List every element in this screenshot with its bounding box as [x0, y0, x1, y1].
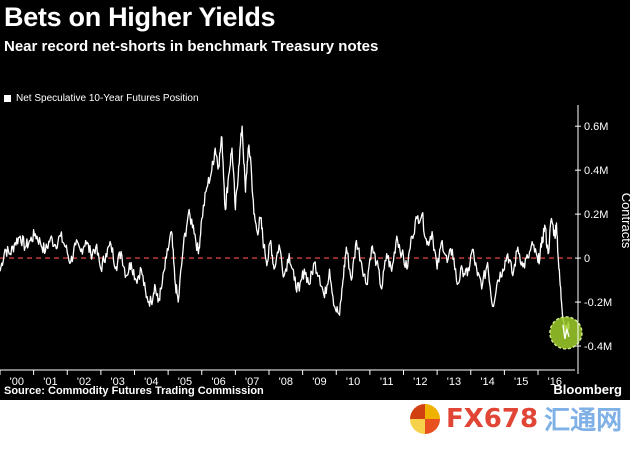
x-tick-label: '14 — [480, 376, 494, 388]
series-layer — [0, 125, 570, 336]
legend-label: Net Speculative 10-Year Futures Position — [16, 93, 199, 104]
watermark-cn-text: 汇通网 — [544, 406, 623, 436]
x-tick-label: '06 — [211, 376, 225, 388]
x-tick-label: '07 — [245, 376, 259, 388]
x-tick-label: '13 — [447, 376, 461, 388]
watermark-logo-icon — [410, 403, 440, 434]
y-tick-label: 0.4M — [584, 165, 608, 177]
highlight-series-segment — [562, 324, 570, 339]
watermark: FX678 汇通网 — [410, 400, 622, 437]
x-tick-label: '15 — [514, 376, 528, 388]
series-line-0 — [0, 125, 570, 336]
x-tick-label: '12 — [413, 376, 427, 388]
y-axis: -0.4M -0.2M 0 0.2M 0.4M 0.6M Contracts — [575, 105, 630, 374]
y-tick-label: 0 — [584, 253, 590, 265]
y-axis-title: Contracts — [619, 193, 630, 249]
watermark-fx-text: FX678 — [446, 403, 539, 434]
x-tick-label: '09 — [312, 376, 326, 388]
legend-swatch — [4, 95, 11, 102]
chart-panel — [0, 0, 630, 400]
x-tick-label: '04 — [144, 376, 158, 388]
y-tick-label: 0.2M — [584, 209, 608, 221]
y-tick-label: -0.4M — [584, 341, 612, 353]
x-axis: '00 '01 '02 '03 '04 '05 '06 '07 '08 '09 '10 '11 '12 '… — [0, 369, 575, 388]
chart-subtitle: Near record net-shorts in benchmark Trea… — [4, 38, 379, 55]
x-tick-label: '01 — [43, 376, 57, 388]
x-tick-label: '03 — [111, 376, 125, 388]
brand-logo: Bloomberg — [553, 382, 622, 397]
x-tick-label: '00 — [10, 376, 24, 388]
x-tick-label: '08 — [279, 376, 293, 388]
x-tick-label: '16 — [548, 376, 562, 388]
highlight-layer — [549, 316, 583, 350]
source-note: Source: Commodity Futures Trading Commis… — [4, 385, 264, 397]
legend: Net Speculative 10-Year Futures Position — [4, 93, 199, 104]
chart-title: Bets on Higher Yields — [4, 2, 276, 32]
x-tick-label: '02 — [77, 376, 91, 388]
y-tick-label: 0.6M — [584, 121, 608, 133]
x-tick-label: '11 — [380, 376, 394, 388]
y-tick-label: -0.2M — [584, 297, 612, 309]
x-tick-label: '10 — [346, 376, 360, 388]
x-tick-label: '05 — [178, 376, 192, 388]
